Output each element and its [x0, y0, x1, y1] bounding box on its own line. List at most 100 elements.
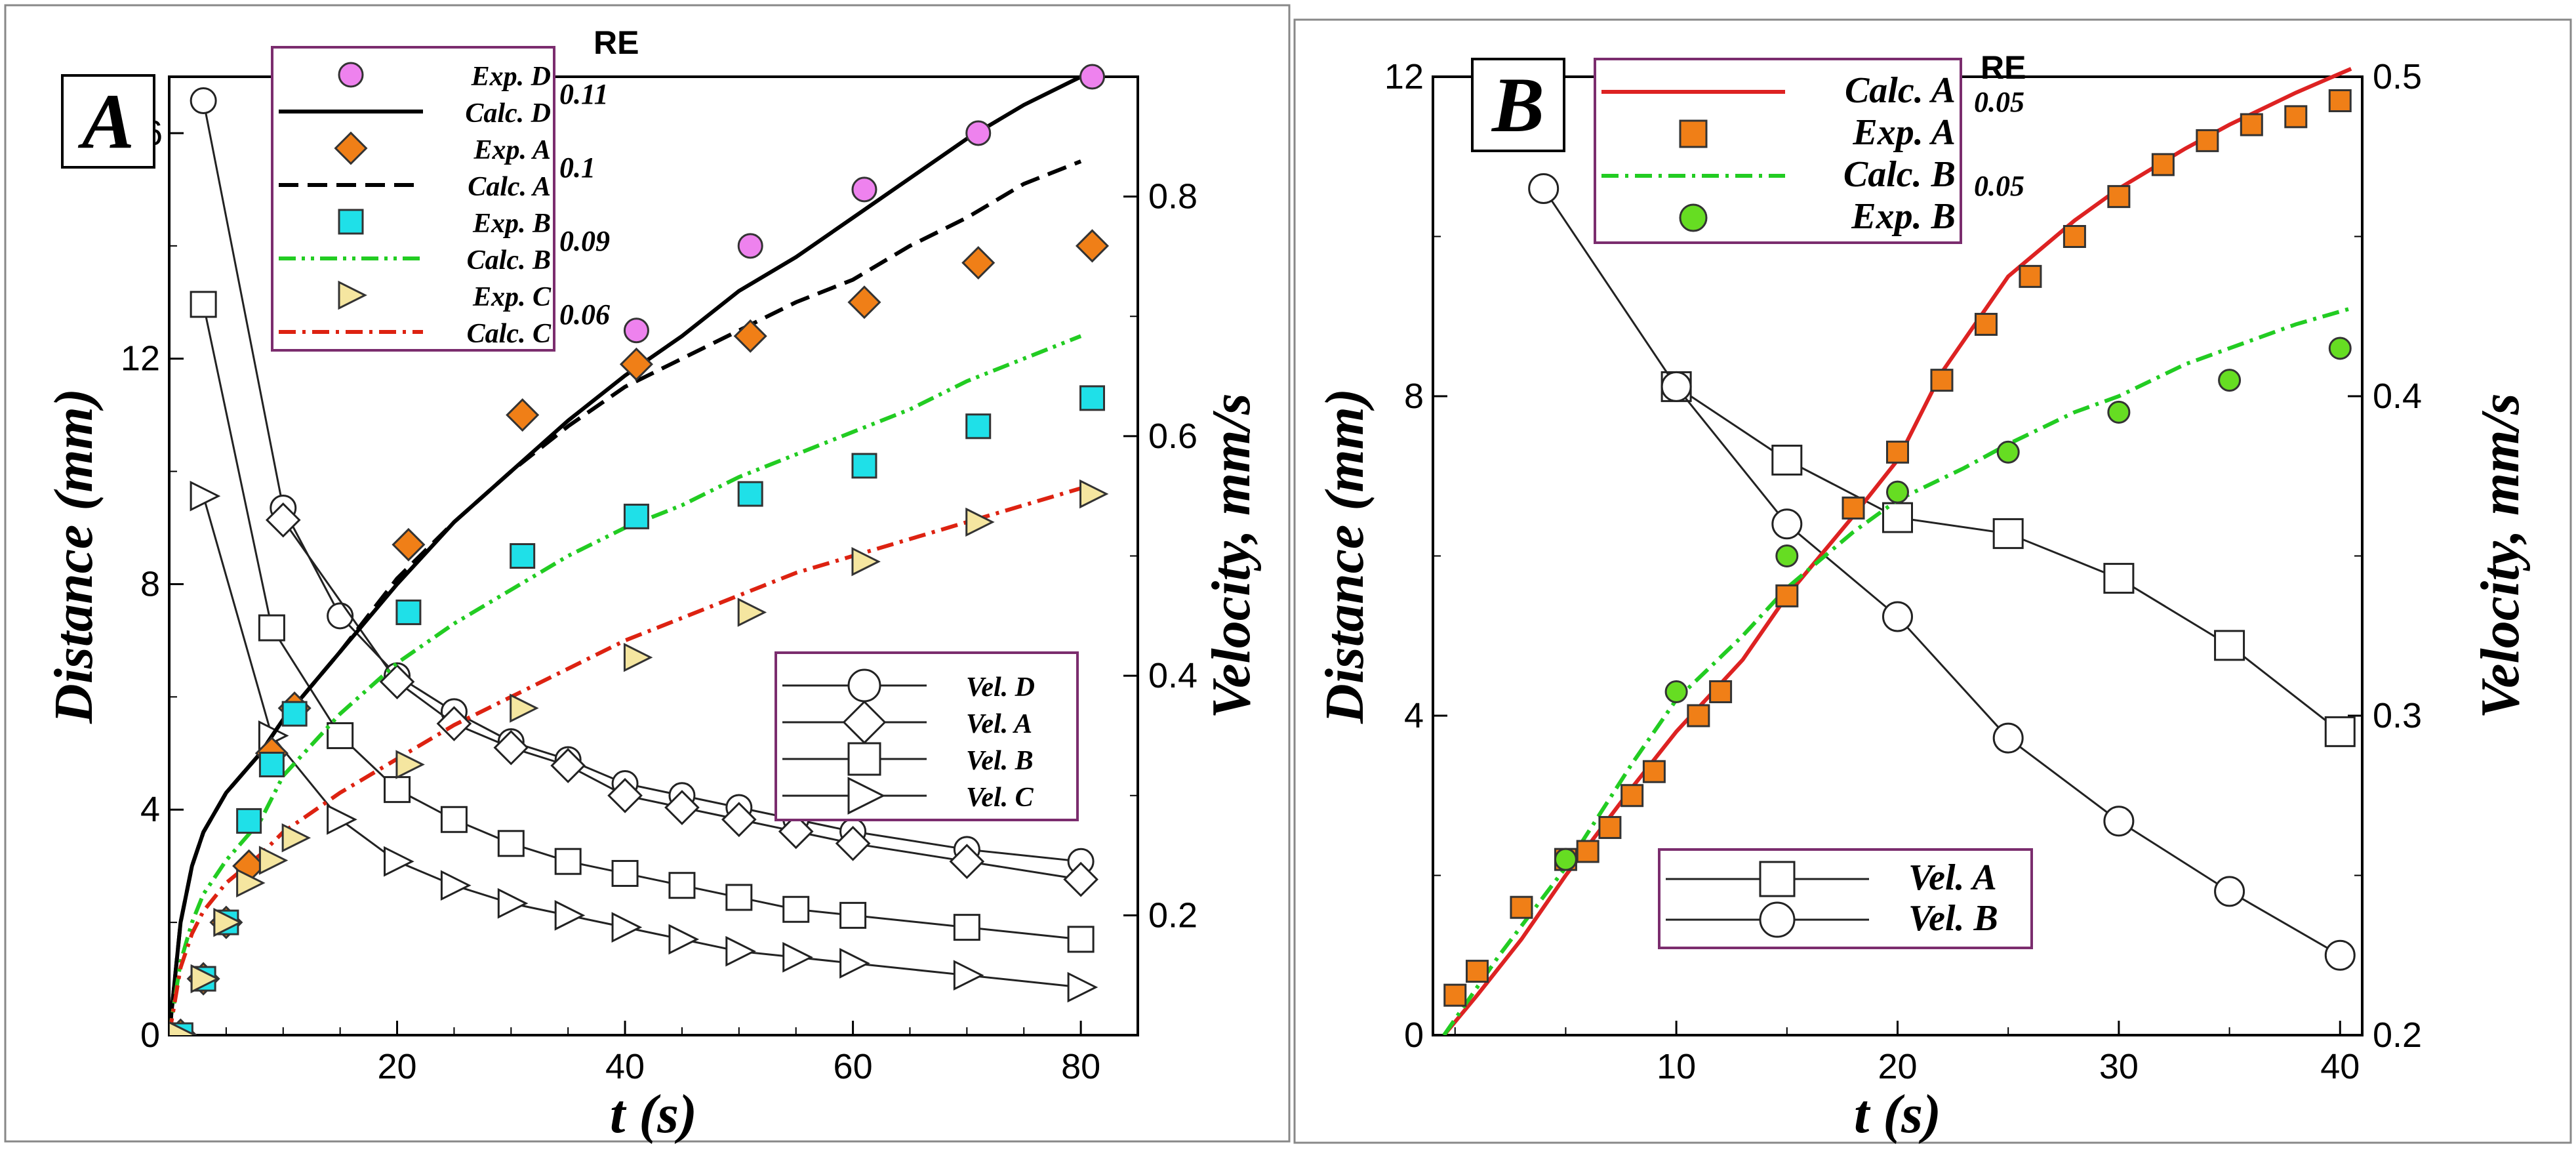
x-tick-label: 30: [2099, 1047, 2139, 1086]
exp-b-point: [2328, 337, 2352, 360]
legend-calc-a-label: Calc. A: [468, 172, 551, 202]
vel-a-point: [493, 729, 529, 766]
legend-exp-a-symbol: [334, 131, 368, 165]
vel-a-point: [1771, 444, 1803, 476]
calc-b-line: [169, 334, 1082, 1035]
exp-b-point: [851, 453, 877, 479]
x-tick-label: 60: [834, 1047, 873, 1086]
legend-vel-c-symbol: [847, 777, 886, 815]
exp-a-point: [2240, 113, 2263, 136]
legend-box: [271, 46, 555, 352]
legend-vel-b-label: Vel. B: [966, 746, 1034, 776]
plot-data: [169, 64, 1110, 1035]
y2-tick-label: 0.6: [1148, 417, 1197, 456]
exp-a-point: [1687, 704, 1710, 727]
exp-b-point: [2107, 400, 2131, 424]
calc-a-line: [169, 159, 1082, 1035]
exp-c-point: [236, 868, 266, 898]
exp-b-point: [395, 599, 422, 625]
y-tick-label: 0: [140, 1015, 160, 1055]
exp-c-point: [395, 750, 425, 779]
exp-a-point: [506, 398, 540, 432]
vel-d-point: [327, 602, 354, 630]
exp-a-point: [2063, 225, 2086, 248]
exp-a-point: [1775, 584, 1799, 607]
y-tick-label: 8: [140, 564, 160, 604]
vel-a-point: [2324, 716, 2356, 747]
exp-a-point: [1598, 815, 1622, 839]
vel-c-point: [725, 935, 756, 967]
x-axis-title: t (s): [1854, 1084, 1941, 1145]
vel-a-point: [1063, 861, 1098, 897]
legend-exp-d-label: Exp. D: [471, 62, 551, 92]
x-axis-title: t (s): [610, 1084, 697, 1145]
exp-d-point: [737, 233, 763, 259]
exp-a-point: [1886, 440, 1909, 464]
re-calc-a: 0.05: [1974, 86, 2024, 118]
legend-vel-d-symbol: [847, 668, 881, 703]
legend-exp-a-label: Exp. A: [1852, 112, 1956, 153]
y2-tick-label: 0.3: [2373, 696, 2422, 735]
y-axis-title: Distance (mm): [43, 388, 104, 724]
x-tick-label: 40: [605, 1047, 645, 1086]
vel-c-point: [190, 480, 221, 512]
y2-tick-label: 0.8: [1148, 177, 1197, 216]
vel-b-point: [668, 872, 696, 899]
exp-a-point: [1510, 895, 1533, 919]
exp-b-point: [965, 413, 992, 440]
exp-a-point: [2328, 89, 2352, 113]
vel-d-point: [190, 87, 217, 115]
vel-c-point: [953, 960, 984, 991]
legend-calc-c-label: Calc. C: [467, 319, 552, 349]
velocity-legend-box: [1658, 848, 2033, 949]
vel-a-point: [607, 777, 643, 813]
vel-b-point: [1067, 926, 1095, 953]
exp-a-point: [1841, 496, 1865, 520]
vel-a-point: [265, 502, 301, 538]
x-tick-label: 20: [1878, 1047, 1917, 1086]
x-tick-label: 80: [1061, 1047, 1100, 1086]
legend-calc-a-label: Calc. A: [1845, 70, 1956, 111]
panel-a-label-box: [61, 74, 155, 169]
vel-b-point: [2324, 939, 2356, 971]
exp-c-point: [737, 598, 767, 627]
exp-a-point: [2284, 105, 2308, 129]
panel-a: 204060800481260.20.40.60.8t (s)Distance …: [43, 24, 1262, 1145]
legend-calc-d-label: Calc. D: [465, 98, 551, 129]
vel-c-point: [668, 924, 700, 955]
panel-b: 10 20 30 40 0 4 8 12 0.2 0.3 0.4 0.5 t (s) Distance (…: [1314, 49, 2531, 1145]
y-tick-label: 8: [1404, 377, 1424, 416]
exp-b-point: [1554, 848, 1577, 871]
exp-b-point: [236, 808, 262, 834]
vel-b-point: [1660, 371, 1692, 402]
legend-exp-a-label: Exp. A: [473, 135, 551, 165]
exp-b-point: [1664, 680, 1688, 703]
exp-a-point: [961, 246, 996, 280]
y2-axis-title: Velocity, mm/s: [2470, 393, 2531, 718]
legend-exp-c-label: Exp. C: [472, 282, 552, 312]
vel-c-point: [839, 948, 870, 979]
exp-b-point: [1886, 480, 1909, 504]
vel-b-point: [2214, 876, 2245, 907]
y2-tick-label: 0.4: [1148, 656, 1197, 695]
vel-a-point: [778, 813, 814, 850]
vel-b-point: [782, 895, 810, 923]
vel-a-point: [550, 748, 586, 783]
vel-c-point: [1067, 972, 1098, 1003]
exp-a-point: [1974, 312, 1998, 336]
re-header: RE: [1981, 49, 2026, 86]
re-calc-d: 0.11: [559, 78, 609, 110]
exp-c-point: [213, 907, 243, 937]
vel-c-point: [497, 888, 529, 919]
x-tick-label: 40: [2320, 1047, 2360, 1086]
re-header: RE: [594, 24, 639, 61]
exp-b-point: [1079, 385, 1105, 411]
y2-tick-label: 0.2: [2373, 1015, 2422, 1055]
exp-c-point: [1079, 479, 1109, 509]
exp-c-point: [258, 846, 289, 875]
exp-b-point: [1775, 544, 1799, 567]
y-tick-label: 0: [1404, 1015, 1424, 1055]
exp-d-point: [965, 120, 992, 146]
y-axis-title: Distance (mm): [1314, 388, 1375, 724]
